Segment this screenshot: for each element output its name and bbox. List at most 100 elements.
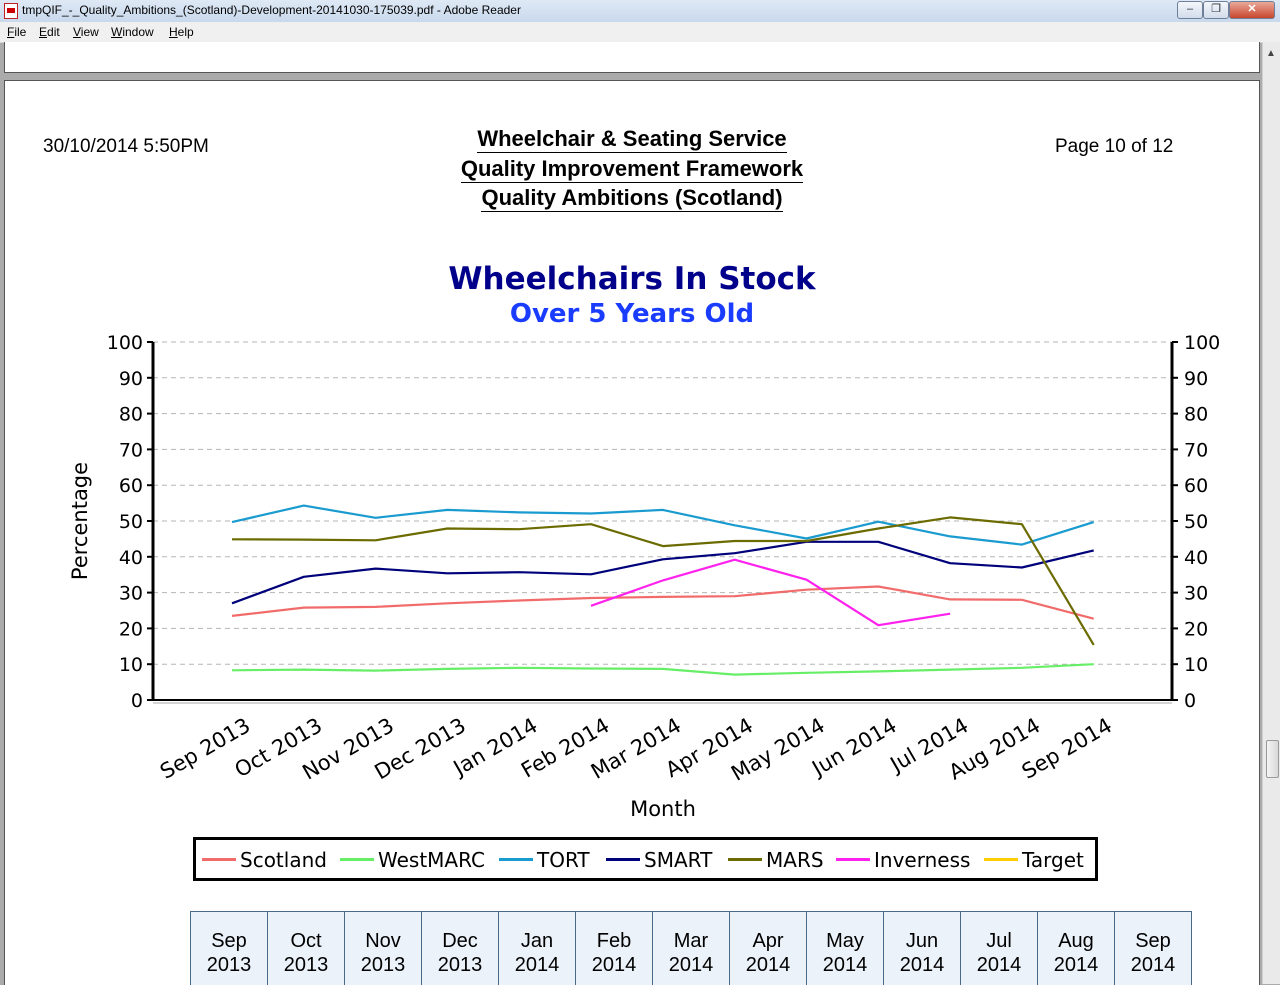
- y-tick-label-left: 60: [119, 475, 143, 497]
- series-line-westmarc: [231, 663, 1094, 676]
- table-header-year: 2014: [514, 954, 560, 976]
- maximize-button[interactable]: ❐: [1203, 1, 1229, 19]
- table-header-cell: Jan 2014: [499, 911, 576, 985]
- minimize-button[interactable]: –: [1177, 1, 1203, 19]
- table-header-year: 2014: [899, 954, 945, 976]
- table-header-cell: Nov 2013: [345, 911, 422, 985]
- legend-swatch: [499, 858, 533, 861]
- y-tick-label-right: 40: [1184, 547, 1208, 569]
- menu-bar: File Edit View Window Help: [0, 22, 1280, 43]
- legend-swatch: [728, 858, 762, 861]
- y-tick-label-left: 40: [119, 547, 143, 569]
- line-chart: 0 0 10 10 20 20 30 30 40 40 50 50 60 60 70 70 80 80 90 90 10…: [68, 332, 1220, 821]
- table-header-year: 2014: [668, 954, 714, 976]
- table-header-month: Dec: [442, 930, 478, 952]
- menu-view[interactable]: View: [73, 25, 99, 39]
- legend-swatch: [340, 858, 374, 861]
- y-tick-label-right: 0: [1184, 690, 1196, 712]
- legend-item-mars: MARS: [728, 848, 824, 872]
- y-tick-label-right: 100: [1184, 332, 1220, 354]
- table-header-month: Apr: [752, 930, 784, 952]
- legend-swatch: [202, 858, 236, 861]
- y-tick-label-right: 80: [1184, 404, 1208, 426]
- table-header-year: 2014: [591, 954, 637, 976]
- chart-subtitle: Over 5 Years Old: [509, 299, 755, 329]
- y-tick-label-right: 60: [1184, 475, 1208, 497]
- series-line-inverness: [590, 558, 951, 627]
- table-header-month: Feb: [596, 930, 632, 952]
- legend-swatch: [836, 858, 870, 861]
- close-button[interactable]: ✕: [1229, 1, 1275, 19]
- table-header-year: 2014: [1053, 954, 1099, 976]
- scrollbar-thumb[interactable]: [1266, 740, 1279, 778]
- table-header-year: 2013: [360, 954, 406, 976]
- table-header-month: Oct: [290, 930, 322, 952]
- table-header-cell: Jun 2014: [884, 911, 961, 985]
- menu-file[interactable]: File: [7, 25, 27, 39]
- table-header-year: 2014: [1130, 954, 1176, 976]
- table-header-month: May: [826, 930, 864, 952]
- chart-title: Wheelchairs In Stock: [448, 261, 816, 297]
- report-datetime: 30/10/2014 5:50PM: [43, 136, 209, 157]
- y-tick-label-left: 0: [131, 690, 143, 712]
- series-line-tort: [231, 504, 1095, 546]
- table-header-month: Sep: [211, 930, 247, 952]
- legend-item-target: Target: [984, 848, 1084, 872]
- y-tick-label-right: 90: [1184, 368, 1208, 390]
- table-header-year: 2013: [283, 954, 329, 976]
- table-header-cell: May 2014: [807, 911, 884, 985]
- table-header-cell: Sep 2014: [1115, 911, 1192, 985]
- menu-help[interactable]: Help: [169, 25, 194, 39]
- chart-legend: Scotland WestMARC TORT SMART MARS Invern…: [193, 837, 1098, 881]
- y-tick-label-left: 70: [119, 439, 143, 461]
- menu-window[interactable]: Window: [111, 25, 154, 39]
- y-tick-label-right: 10: [1184, 654, 1208, 676]
- legend-swatch: [984, 858, 1018, 861]
- table-header-month: Aug: [1058, 930, 1094, 952]
- table-header-month: Nov: [365, 930, 401, 952]
- y-tick-label-left: 50: [119, 511, 143, 533]
- pdf-app-icon: [4, 3, 18, 19]
- legend-item-westmarc: WestMARC: [340, 848, 485, 872]
- report-header-line-3: Quality Ambitions (Scotland): [481, 185, 783, 212]
- table-header-cell: Sep 2013: [191, 911, 268, 985]
- month-table: Sep 2013 Oct 2013 Nov 2013 Dec 2013 Jan 2014 Feb 20…: [190, 911, 1192, 985]
- table-header-year: 2014: [822, 954, 868, 976]
- legend-swatch: [606, 858, 640, 861]
- report-header-line-1: Wheelchair & Seating Service: [477, 126, 787, 153]
- legend-item-tort: TORT: [499, 848, 590, 872]
- y-axis-title: Percentage: [68, 462, 92, 580]
- series-line-smart: [231, 540, 1094, 605]
- vertical-scrollbar[interactable]: ▲: [1262, 42, 1280, 984]
- window-title: tmpQIF_-_Quality_Ambitions_(Scotland)-De…: [22, 3, 521, 17]
- legend-item-smart: SMART: [606, 848, 712, 872]
- legend-item-scotland: Scotland: [202, 848, 327, 872]
- table-header-cell: Feb 2014: [576, 911, 653, 985]
- scroll-up-arrow-icon[interactable]: ▲: [1266, 48, 1276, 59]
- table-header-year: 2014: [745, 954, 791, 976]
- table-header-month: Mar: [673, 930, 709, 952]
- y-tick-label-right: 20: [1184, 618, 1208, 640]
- table-header-cell: Apr 2014: [730, 911, 807, 985]
- table-header-cell: Dec 2013: [422, 911, 499, 985]
- table-header-cell: Mar 2014: [653, 911, 730, 985]
- series-line-scotland: [231, 585, 1094, 620]
- window-titlebar: tmpQIF_-_Quality_Ambitions_(Scotland)-De…: [0, 0, 1280, 23]
- table-header-cell: Jul 2014: [961, 911, 1038, 985]
- previous-page-bottom: [4, 42, 1260, 73]
- y-tick-label-right: 70: [1184, 439, 1208, 461]
- y-tick-label-left: 90: [119, 368, 143, 390]
- y-tick-label-left: 20: [119, 618, 143, 640]
- menu-edit[interactable]: Edit: [39, 25, 60, 39]
- table-header-year: 2013: [206, 954, 252, 976]
- table-header-month: Jul: [986, 930, 1012, 952]
- y-tick-label-left: 80: [119, 404, 143, 426]
- x-axis-title: Month: [630, 797, 696, 821]
- y-tick-label-left: 100: [107, 332, 143, 354]
- page-number: Page 10 of 12: [1055, 136, 1174, 157]
- table-header-month: Jun: [905, 930, 939, 952]
- table-header-month: Sep: [1135, 930, 1171, 952]
- table-header-month: Jan: [520, 930, 554, 952]
- y-tick-label-left: 10: [119, 654, 143, 676]
- table-header-year: 2013: [437, 954, 483, 976]
